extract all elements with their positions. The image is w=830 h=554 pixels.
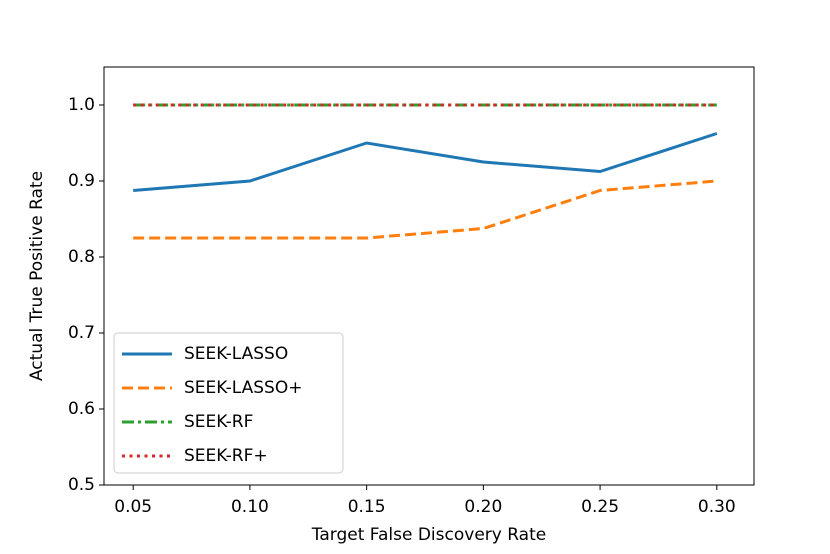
x-tick-label: 0.20	[464, 497, 502, 517]
x-tick-label: 0.15	[348, 497, 386, 517]
x-tick-label: 0.10	[231, 497, 269, 517]
y-tick-label: 1.0	[68, 95, 95, 115]
legend-label: SEEK-LASSO	[184, 344, 288, 364]
x-axis-label: Target False Discovery Rate	[311, 525, 546, 545]
y-tick-label: 0.9	[68, 171, 95, 191]
x-tick-label: 0.25	[581, 497, 619, 517]
series-line	[133, 132, 718, 192]
series-line	[133, 179, 717, 240]
legend-label: SEEK-LASSO+	[184, 378, 302, 398]
x-tick-label: 0.30	[698, 497, 736, 517]
legend-label: SEEK-RF	[184, 412, 253, 432]
legend-box	[113, 332, 344, 474]
x-tick-label: 0.05	[114, 497, 152, 517]
y-tick-label: 0.7	[68, 323, 95, 343]
y-tick-label: 0.8	[68, 247, 95, 267]
y-tick-label: 0.6	[68, 399, 95, 419]
plot-frame	[103, 66, 755, 486]
y-axis-label: Actual True Positive Rate	[27, 171, 47, 381]
y-tick-label: 0.5	[68, 475, 95, 495]
legend-label: SEEK-RF+	[184, 446, 268, 466]
